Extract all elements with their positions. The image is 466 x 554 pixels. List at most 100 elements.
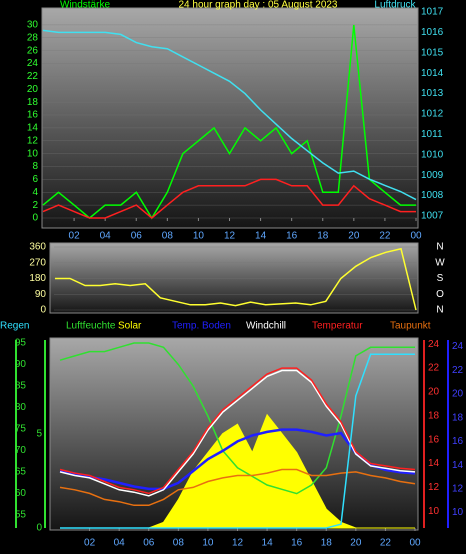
x-tick-label: 20 bbox=[350, 538, 362, 549]
y-tick-label: 1015 bbox=[421, 47, 444, 58]
y-tick-label: 20 bbox=[27, 84, 39, 95]
legend-label: Temp. Boden bbox=[172, 321, 231, 332]
y-tick-label: 0 bbox=[32, 213, 38, 224]
panel bbox=[49, 242, 419, 314]
x-tick-label: 12 bbox=[224, 231, 236, 242]
y-tick-label: N bbox=[436, 242, 443, 253]
x-tick-label: 08 bbox=[173, 538, 185, 549]
line bbox=[42, 24, 416, 220]
line bbox=[59, 367, 416, 495]
x-tick-label: 16 bbox=[291, 538, 303, 549]
y-tick-label: 6 bbox=[32, 174, 38, 185]
y-tick-label: 12 bbox=[27, 135, 39, 146]
x-tick-label: 04 bbox=[114, 538, 126, 549]
y-tick-label: 1017 bbox=[421, 7, 444, 18]
y-tick-label: 10 bbox=[27, 148, 39, 159]
y-tick-label: 65 bbox=[15, 467, 27, 478]
line bbox=[55, 247, 417, 311]
y-tick-label: 10 bbox=[452, 507, 464, 518]
y-tick-label: 12 bbox=[452, 484, 464, 495]
x-tick-label: 06 bbox=[143, 538, 155, 549]
x-tick-label: 02 bbox=[84, 538, 96, 549]
line bbox=[42, 178, 416, 219]
y-tick-label: 0 bbox=[40, 305, 46, 316]
y-tick-label: 14 bbox=[452, 460, 464, 471]
line bbox=[59, 468, 416, 507]
y-tick-label: 20 bbox=[428, 387, 440, 398]
y-tick-label: 22 bbox=[428, 363, 440, 374]
y-tick-label: 20 bbox=[452, 389, 464, 400]
y-tick-label: S bbox=[437, 273, 444, 284]
y-tick-label: 360 bbox=[29, 242, 46, 253]
y-tick-label: 1007 bbox=[421, 211, 444, 222]
y-tick-label: 0 bbox=[36, 523, 42, 534]
x-tick-label: 06 bbox=[131, 231, 143, 242]
x-tick-label: 16 bbox=[286, 231, 298, 242]
y-tick-label: 2 bbox=[32, 200, 38, 211]
x-tick-label: 04 bbox=[100, 231, 112, 242]
x-tick-label: 12 bbox=[232, 538, 244, 549]
legend-label: Solar bbox=[118, 321, 142, 332]
y-tick-label: 1016 bbox=[421, 27, 444, 38]
panel bbox=[41, 7, 419, 229]
legend-label: Temperatur bbox=[312, 321, 363, 332]
y-tick-label: 14 bbox=[27, 123, 39, 134]
y-tick-label: 80 bbox=[15, 402, 27, 413]
x-tick-label: 22 bbox=[380, 538, 392, 549]
x-tick-label: 08 bbox=[162, 231, 174, 242]
y-tick-label: 16 bbox=[27, 110, 39, 121]
y-tick-label: 1012 bbox=[421, 109, 444, 120]
y-tick-label: N bbox=[436, 305, 443, 316]
legend-label: Windchill bbox=[246, 321, 286, 332]
x-tick-label: 10 bbox=[202, 538, 214, 549]
y-tick-label: 18 bbox=[452, 412, 464, 423]
y-tick-label: W bbox=[435, 257, 445, 268]
y-tick-label: 16 bbox=[428, 434, 440, 445]
legend-label: Regen bbox=[0, 321, 29, 332]
y-tick-label: 22 bbox=[452, 365, 464, 376]
x-tick-label: 00 bbox=[409, 538, 421, 549]
x-tick-label: 00 bbox=[410, 231, 422, 242]
line bbox=[59, 342, 415, 495]
y-tick-label: 1010 bbox=[421, 149, 444, 160]
y-tick-label: 12 bbox=[428, 482, 440, 493]
y-tick-label: 55 bbox=[15, 510, 27, 521]
y-tick-label: 18 bbox=[27, 97, 39, 108]
y-tick-label: 24 bbox=[27, 58, 39, 69]
y-tick-label: 1009 bbox=[421, 170, 444, 181]
x-tick-label: 18 bbox=[317, 231, 329, 242]
y-tick-label: 18 bbox=[428, 410, 440, 421]
line bbox=[42, 29, 417, 201]
x-tick-label: 14 bbox=[262, 538, 274, 549]
line bbox=[59, 369, 416, 497]
y-tick-label: 22 bbox=[27, 71, 39, 82]
y-tick-label: 90 bbox=[15, 359, 27, 370]
legend-label: Luftdruck bbox=[374, 0, 416, 11]
y-tick-label: 5 bbox=[36, 428, 42, 439]
y-tick-label: 1008 bbox=[421, 190, 444, 201]
y-tick-label: 1013 bbox=[421, 88, 444, 99]
legend-label: Luftfeuchte bbox=[66, 321, 116, 332]
x-tick-label: 20 bbox=[348, 231, 360, 242]
y-tick-label: 60 bbox=[15, 488, 27, 499]
y-tick-label: 26 bbox=[27, 45, 39, 56]
legend-label: Windstärke bbox=[60, 0, 110, 11]
chart-title: 24 hour graph day : 05 August 2023 bbox=[178, 0, 337, 11]
y-tick-label: 70 bbox=[15, 445, 27, 456]
y-tick-label: 4 bbox=[32, 187, 38, 198]
x-tick-label: 22 bbox=[379, 231, 391, 242]
y-tick-label: 90 bbox=[35, 289, 47, 300]
y-tick-label: 85 bbox=[15, 381, 27, 392]
x-tick-label: 18 bbox=[321, 538, 333, 549]
y-tick-label: 30 bbox=[27, 20, 39, 31]
legend-label: Taupunkt bbox=[390, 321, 431, 332]
y-tick-label: 24 bbox=[452, 341, 464, 352]
y-tick-label: 180 bbox=[29, 273, 46, 284]
y-tick-label: O bbox=[436, 289, 444, 300]
y-tick-label: 1011 bbox=[421, 129, 443, 140]
y-tick-label: 14 bbox=[428, 458, 440, 469]
x-tick-label: 02 bbox=[69, 231, 81, 242]
y-tick-label: 270 bbox=[29, 257, 46, 268]
y-tick-label: 28 bbox=[27, 32, 39, 43]
